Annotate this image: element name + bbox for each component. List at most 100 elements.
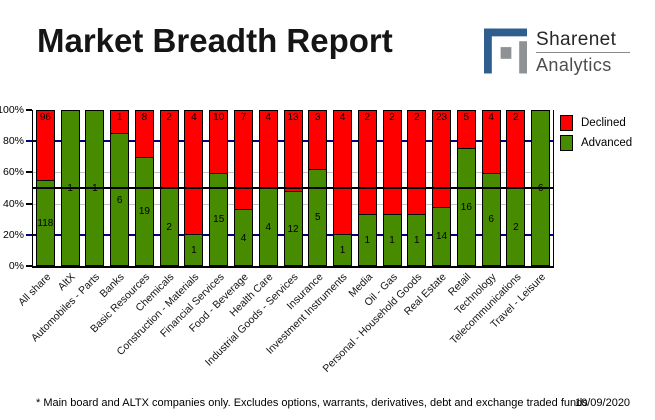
x-axis-labels: All share AltX Automobiles - Parts Banks Bas… (15, 271, 554, 381)
bar-segment-declined: 2 (507, 111, 525, 188)
advanced-value-label: 19 (138, 206, 150, 218)
report-date: 10/09/2020 (575, 397, 631, 409)
advanced-value-label: 4 (240, 232, 247, 244)
advanced-value-label: 6 (488, 214, 494, 226)
bar-financial-services: 10 15 (209, 110, 229, 266)
bar-segment-advanced: 4 (234, 209, 252, 265)
declined-value-label: 2 (513, 112, 519, 123)
bar-segment-advanced: 6 (482, 172, 500, 265)
y-axis-tick-label: 20% (2, 229, 24, 241)
y-axis-tick-label: 100% (0, 104, 24, 116)
bar-segment-declined: 4 (185, 111, 203, 235)
bar-segment-advanced: 118 (36, 180, 54, 265)
bar-segment-declined: 2 (383, 111, 401, 214)
bar-segment-declined: 13 (284, 111, 302, 192)
x-axis-label: All share (15, 271, 53, 309)
bar-segment-advanced: 1 (408, 213, 426, 265)
declined-value-label: 13 (287, 112, 299, 123)
advanced-value-label: 4 (265, 222, 272, 233)
declined-value-label: 1 (116, 112, 123, 123)
advanced-value-label: 15 (213, 214, 225, 226)
bar-segment-declined: 2 (160, 111, 178, 188)
legend-label: Declined (581, 117, 626, 129)
declined-value-label: 4 (265, 112, 272, 123)
declined-value-label: 4 (339, 112, 346, 123)
advanced-value-label: 1 (364, 234, 371, 246)
declined-value-label: 5 (463, 112, 470, 123)
bar-segment-declined: 2 (408, 111, 426, 214)
chart-legend: Declined Advanced (560, 115, 632, 155)
declined-value-label: 2 (414, 112, 420, 123)
bar-segment-declined: 4 (334, 111, 352, 235)
advanced-value-label: 6 (116, 194, 123, 206)
advanced-value-label: 12 (287, 223, 299, 235)
bar-segment-advanced: 19 (135, 156, 153, 265)
bar-segment-declined: 1 (111, 111, 129, 133)
y-axis-tick-label: 80% (2, 135, 24, 147)
legend-label: Advanced (581, 137, 633, 149)
logo-brand-name: Sharenet (536, 29, 617, 50)
bar-all-share: 96 118 (35, 110, 55, 266)
y-axis-tick (26, 203, 32, 205)
declined-value-label: 2 (389, 112, 395, 123)
advanced-value-label: 1 (414, 234, 420, 246)
advanced-value-label: 1 (191, 245, 197, 257)
bar-segment-declined: 96 (36, 111, 54, 181)
y-axis-tick-label: 40% (2, 198, 24, 210)
advanced-value-label: 14 (436, 231, 448, 243)
bar-segment-advanced: 14 (433, 206, 451, 265)
logo-text: Sharenet Analytics (536, 28, 630, 76)
declined-value-label: 8 (141, 112, 148, 123)
bar-industrial-goods-services: 13 12 (283, 110, 303, 266)
bar-segment-advanced: 15 (210, 172, 228, 265)
y-axis-tick-label: 60% (2, 166, 24, 178)
declined-value-label: 2 (364, 112, 371, 123)
legend-swatch (560, 115, 573, 131)
bar-segment-declined: 4 (482, 111, 500, 173)
advanced-value-label: 1 (389, 234, 395, 246)
page-title: Market Breadth Report (37, 22, 393, 59)
bar-segment-declined: 7 (234, 111, 252, 209)
y-axis-tick (26, 140, 32, 142)
declined-value-label: 96 (39, 112, 51, 123)
y-axis-tick-label: 0% (8, 260, 24, 272)
fifty-percent-line (33, 187, 553, 189)
bar-segment-advanced: 1 (383, 213, 401, 265)
y-axis-tick (26, 234, 32, 236)
declined-value-label: 2 (166, 112, 172, 123)
bar-segment-advanced: 4 (259, 188, 277, 265)
bar-segment-advanced: 2 (507, 188, 525, 265)
legend-swatch (560, 135, 573, 151)
declined-value-label: 4 (191, 112, 197, 123)
sharenet-logo: Sharenet Analytics (484, 28, 630, 76)
y-axis-tick (26, 109, 32, 111)
logo-tagline: Analytics (536, 55, 612, 75)
bar-segment-declined: 10 (210, 111, 228, 173)
bar-segment-advanced: 16 (457, 147, 475, 265)
footnote: * Main board and ALTX companies only. Ex… (36, 397, 588, 409)
bar-segment-declined: 3 (309, 111, 327, 169)
bar-segment-advanced: 1 (185, 234, 203, 265)
sharenet-logo-icon (484, 28, 527, 74)
advanced-value-label: 2 (166, 222, 172, 233)
legend-item-declined: Declined (560, 115, 632, 131)
y-axis-tick (26, 265, 32, 267)
declined-value-label: 3 (314, 112, 321, 123)
bar-segment-advanced: 6 (111, 133, 129, 265)
bar-segment-declined: 4 (259, 111, 277, 188)
bar-segment-advanced: 2 (160, 188, 178, 265)
bar-segment-declined: 23 (433, 111, 451, 207)
bar-segment-declined: 5 (457, 111, 475, 148)
bar-segment-advanced: 1 (334, 234, 352, 265)
advanced-value-label: 2 (513, 222, 519, 233)
declined-value-label: 7 (240, 112, 247, 123)
logo-divider (536, 52, 630, 53)
bar-segment-declined: 2 (358, 111, 376, 214)
advanced-value-label: 5 (314, 212, 321, 224)
bar-segment-advanced: 12 (284, 191, 302, 265)
bar-segment-declined: 8 (135, 111, 153, 157)
plot-area: 9611811168192241101574441312354121212123… (32, 110, 554, 268)
y-axis-tick (26, 171, 32, 173)
